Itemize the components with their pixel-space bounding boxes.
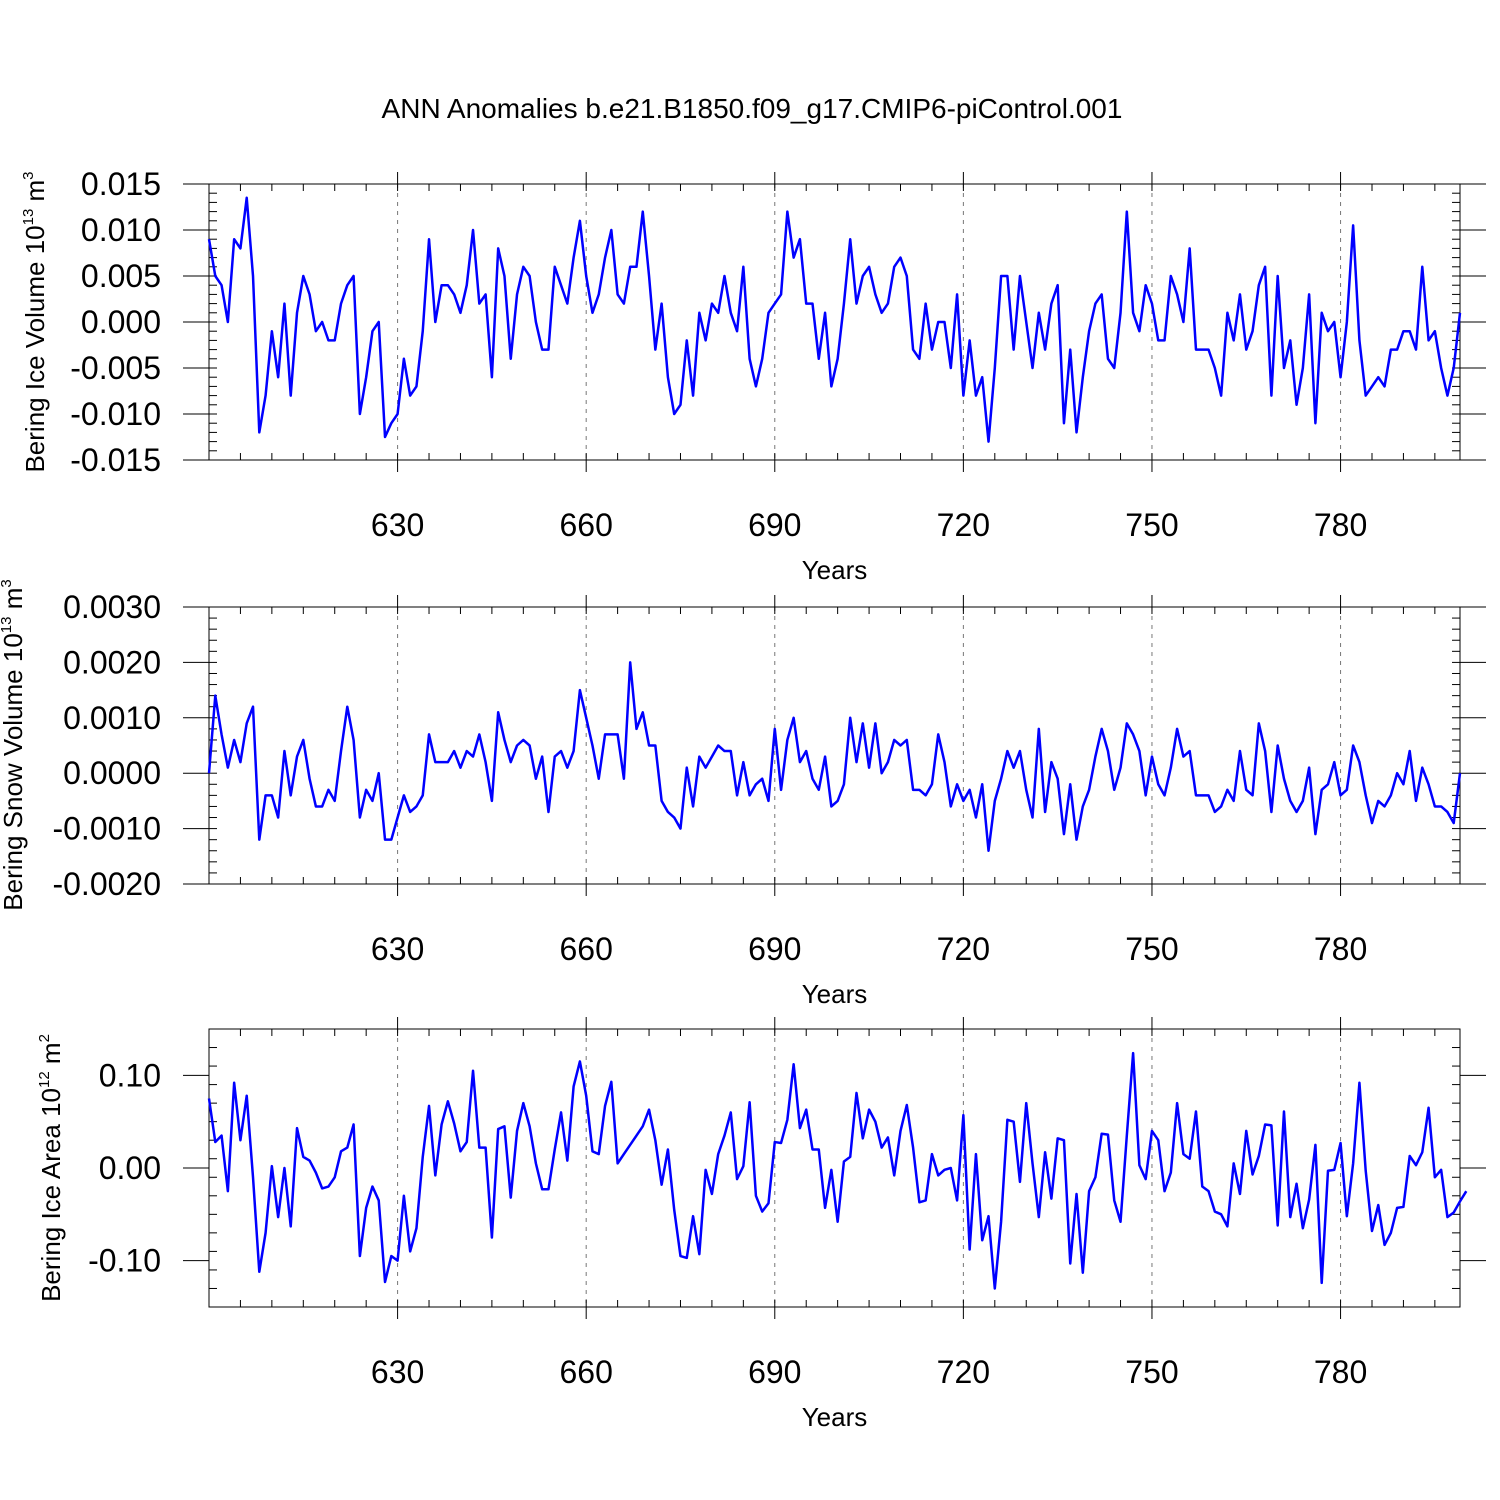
ice-area-y-axis-title-exponent: 12	[36, 1071, 53, 1088]
snow-volume-x-tick-label: 630	[371, 931, 424, 967]
snow-volume-y-axis-title-unit: m	[0, 588, 28, 617]
panel-ice-area: 630 660 690 720 750 780 0.10 0.00 -0.10 Years Beri…	[36, 1017, 1486, 1432]
ice-area-x-tick-label: 720	[937, 1354, 990, 1390]
snow-volume-y-tick-label: 0.0010	[63, 700, 161, 736]
ice-area-series-line	[207, 1051, 1468, 1290]
snow-volume-x-tick-label: 720	[937, 931, 990, 967]
ice-volume-y-tick-label: -0.005	[70, 350, 161, 386]
ice-area-x-tick-label: 630	[371, 1354, 424, 1390]
ice-volume-y-axis-title-unit-exponent: 3	[20, 171, 37, 179]
snow-volume-y-axis-title: Bering Snow Volume 1013 m3	[0, 579, 28, 910]
ice-volume-x-tick-label: 690	[748, 507, 801, 543]
ice-area-x-axis-title: Years	[802, 1402, 868, 1432]
ice-volume-x-tick-label: 780	[1314, 507, 1367, 543]
ice-area-y-axis-title-unit-exponent: 2	[36, 1034, 53, 1042]
ice-volume-y-tick-label: -0.010	[70, 396, 161, 432]
snow-volume-x-axis-title: Years	[802, 979, 868, 1009]
ice-area-x-tick-label: 660	[559, 1354, 612, 1390]
ice-volume-x-tick-label: 750	[1125, 507, 1178, 543]
snow-volume-y-axis-title-unit-exponent: 3	[0, 579, 15, 587]
ice-area-y-axis-title: Bering Ice Area 1012 m2	[36, 1034, 66, 1302]
ice-area-y-axis-title-text: Bering Ice Area 10	[36, 1088, 66, 1302]
snow-volume-x-tick-label: 660	[559, 931, 612, 967]
snow-volume-y-tick-label: -0.0020	[52, 866, 161, 902]
panel-snow-volume: 630 660 690 720 750 780 0.0030 0.0020 0.0010 0.00…	[0, 579, 1486, 1009]
snow-volume-y-tick-label: 0.0020	[63, 644, 161, 680]
ice-volume-y-tick-label: 0.015	[81, 166, 161, 202]
snow-volume-series-line	[207, 661, 1462, 853]
ice-area-y-tick-label: 0.00	[99, 1150, 161, 1186]
ice-volume-y-tick-label: 0.000	[81, 304, 161, 340]
snow-volume-x-tick-label: 750	[1125, 931, 1178, 967]
ice-volume-x-axis-title: Years	[802, 555, 868, 585]
snow-volume-y-axis-title-text: Bering Snow Volume 10	[0, 633, 28, 911]
ice-volume-x-tick-label: 660	[559, 507, 612, 543]
snow-volume-y-tick-label: -0.0010	[52, 811, 161, 847]
ice-area-y-axis-title-unit: m	[36, 1042, 66, 1071]
snow-volume-y-axis-title-exponent: 13	[0, 617, 15, 634]
ice-volume-x-tick-label: 720	[937, 507, 990, 543]
snow-volume-x-tick-label: 690	[748, 931, 801, 967]
ice-area-x-tick-label: 750	[1125, 1354, 1178, 1390]
ice-volume-y-axis-title: Bering Ice Volume 1013 m3	[20, 171, 50, 472]
ice-volume-y-tick-label: 0.010	[81, 212, 161, 248]
ice-volume-x-tick-label: 630	[371, 507, 424, 543]
ice-volume-plot-frame	[208, 183, 1461, 461]
snow-volume-plot-frame	[208, 606, 1461, 885]
chart-title: ANN Anomalies b.e21.B1850.f09_g17.CMIP6-…	[382, 93, 1123, 124]
snow-volume-y-tick-label: 0.0030	[63, 589, 161, 625]
ice-volume-y-tick-label: 0.005	[81, 258, 161, 294]
ice-volume-y-axis-title-unit: m	[20, 180, 50, 209]
ice-volume-y-tick-label: -0.015	[70, 442, 161, 478]
snow-volume-y-tick-label: 0.0000	[63, 755, 161, 791]
panel-ice-volume: 630 660 690 720 750 780 0.015 0.010 0.005 0.000 -0…	[20, 166, 1486, 585]
ice-volume-series-line	[207, 196, 1462, 443]
ice-area-plot-frame	[208, 1028, 1461, 1308]
snow-volume-x-tick-label: 780	[1314, 931, 1367, 967]
ice-volume-y-axis-title-text: Bering Ice Volume 10	[20, 225, 50, 472]
ice-area-x-tick-label: 780	[1314, 1354, 1367, 1390]
ice-area-y-tick-label: 0.10	[99, 1057, 161, 1093]
ice-volume-y-axis-title-exponent: 13	[20, 209, 37, 226]
ice-area-x-tick-label: 690	[748, 1354, 801, 1390]
ice-area-y-tick-label: -0.10	[88, 1243, 161, 1279]
